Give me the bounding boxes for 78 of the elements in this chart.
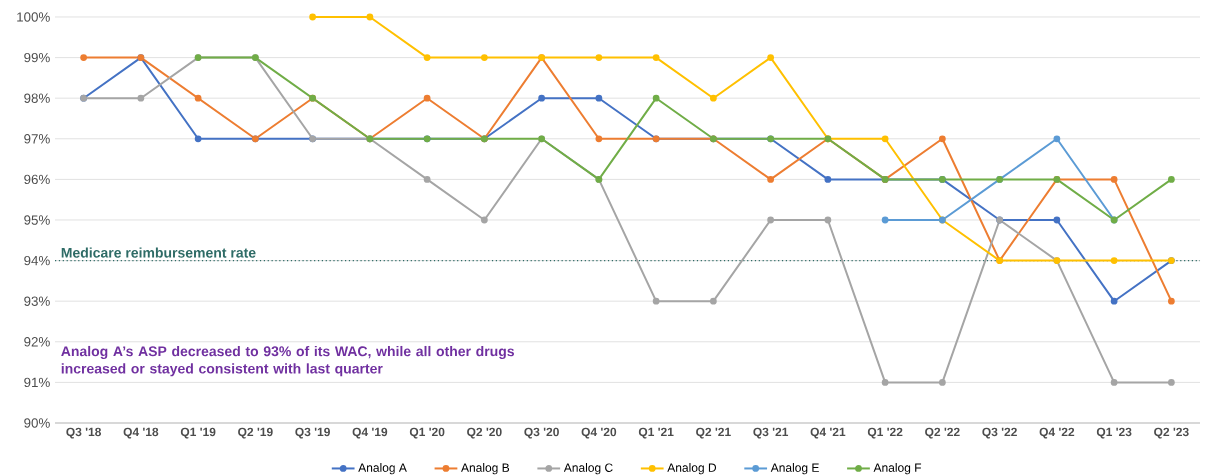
annotation: Analog A’s ASP decreased to 93% of its WAC, while all other drugs increased or stayed consistent with last quarter: [61, 345, 515, 377]
point: [480, 216, 488, 224]
point: [595, 94, 603, 102]
point: [1053, 135, 1061, 143]
point: [938, 379, 946, 386]
point: [366, 13, 374, 21]
point: [1053, 216, 1061, 224]
point: [595, 135, 603, 143]
x-tick-label: Q4 '19: [352, 427, 388, 439]
point: [538, 94, 546, 102]
point: [767, 216, 775, 224]
y-tick-label: 94%: [24, 255, 50, 266]
point: [1167, 379, 1175, 386]
x-tick-label: Q4 '21: [810, 427, 846, 439]
point: [881, 379, 889, 386]
y-tick-label: 95%: [24, 215, 50, 225]
point: [1167, 297, 1175, 305]
point: [1110, 176, 1118, 183]
point: [652, 94, 660, 102]
point: [652, 54, 660, 61]
x-tick-label: Q4 '22: [1039, 427, 1075, 439]
x-tick-label: Q3 '21: [753, 427, 789, 439]
x-tick-label: Q3 '19: [295, 427, 330, 439]
x-tick-label: Q3 '22: [982, 427, 1017, 439]
x-tick-label: Q3 '18: [66, 427, 102, 439]
point: [1110, 379, 1118, 386]
point: [309, 13, 317, 21]
point: [595, 54, 603, 61]
x-tick-label: Q1 '23: [1096, 427, 1132, 439]
y-tick-label: 92%: [24, 337, 50, 347]
point: [767, 54, 775, 61]
point: [423, 176, 431, 183]
y-tick-label: 98%: [24, 93, 50, 103]
y-tick-label: 97%: [24, 134, 50, 144]
y-tick-label: 99%: [24, 52, 50, 63]
x-tick-label: Q4 '20: [581, 427, 617, 439]
point: [652, 297, 660, 305]
point: [80, 54, 88, 61]
point: [194, 94, 202, 102]
y-tick-label: 90%: [24, 418, 50, 428]
x-tick-label: Q2 '19: [238, 427, 273, 439]
point: [480, 54, 488, 61]
ref-line-label: Medicare reimbursement rate: [61, 247, 256, 258]
point: [1110, 297, 1118, 305]
y-tick-label: 100%: [17, 12, 50, 22]
point: [881, 135, 889, 143]
x-tick-label: Q4 '18: [123, 427, 159, 439]
point: [194, 135, 202, 143]
x-tick-label: Q1 '20: [409, 427, 445, 439]
y-tick-label: 93%: [24, 296, 50, 306]
point: [709, 94, 717, 102]
x-tick-label: Q2 '20: [467, 427, 502, 439]
x-tick-label: Q1 '22: [867, 427, 903, 439]
x-tick-label: Q3 '20: [524, 427, 559, 439]
legend-label: Analog B: [461, 463, 510, 475]
x-tick-label: Q1 '19: [180, 427, 216, 439]
legend-label: Analog C: [563, 463, 613, 475]
legend-label: Analog E: [770, 463, 819, 475]
legend-label: Analog D: [667, 463, 717, 475]
x-tick-label: Q2 '22: [925, 427, 960, 439]
y-tick-label: 91%: [24, 377, 50, 388]
point: [824, 216, 832, 224]
point: [709, 297, 717, 305]
point: [423, 94, 431, 102]
point: [1110, 257, 1118, 264]
x-tick-label: Q1 '21: [638, 427, 674, 439]
x-tick-label: Q2 '21: [696, 427, 731, 439]
point: [824, 176, 832, 183]
point: [1167, 176, 1175, 183]
point: [881, 216, 889, 224]
point: [137, 94, 145, 102]
y-tick-label: 96%: [24, 174, 50, 185]
point: [938, 135, 946, 143]
x-tick-label: Q2 '23: [1154, 427, 1189, 439]
point: [767, 176, 775, 183]
point: [423, 54, 431, 61]
legend-label: Analog A: [358, 463, 407, 475]
legend-label: Analog F: [873, 463, 922, 475]
